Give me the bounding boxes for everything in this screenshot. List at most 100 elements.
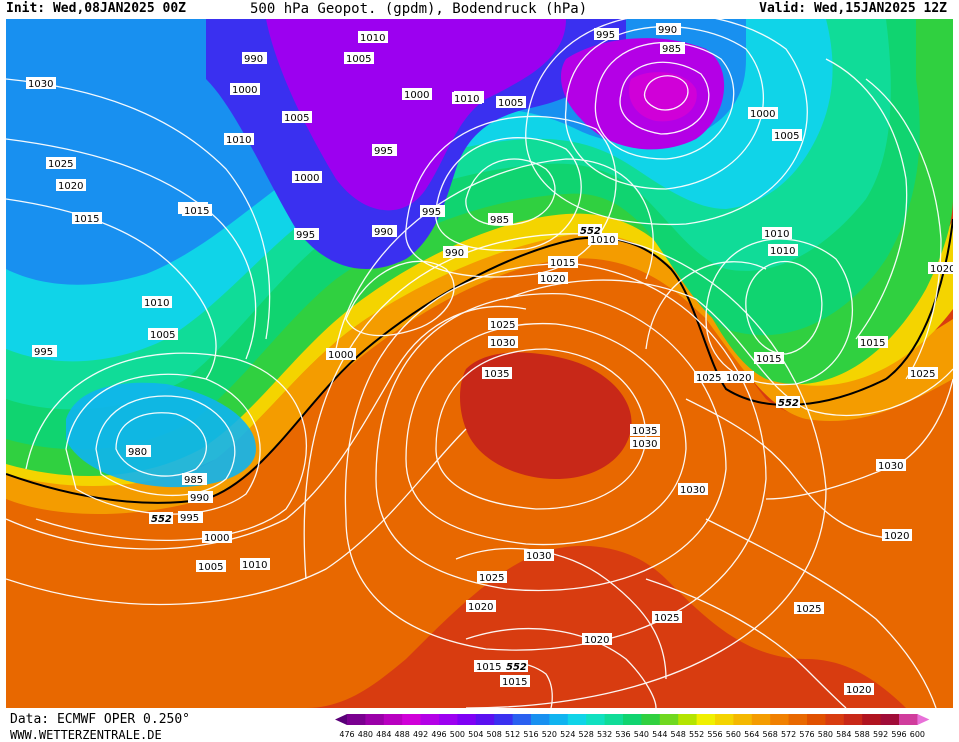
legend-swatch (807, 714, 826, 725)
legend-swatch (623, 714, 642, 725)
legend-tick-label: 544 (652, 730, 667, 739)
field-496 (266, 19, 566, 211)
svg-text:1030: 1030 (632, 439, 657, 450)
svg-text:1020: 1020 (884, 531, 909, 542)
legend-swatch (586, 714, 606, 725)
field-low-core (628, 72, 697, 122)
svg-text:1025: 1025 (490, 320, 515, 331)
svg-text:1035: 1035 (632, 426, 657, 437)
legend-tick-label: 580 (818, 730, 833, 739)
legend-swatch (641, 714, 661, 725)
svg-text:990: 990 (190, 493, 209, 504)
legend-swatch (659, 714, 679, 725)
svg-text:1020: 1020 (726, 373, 751, 384)
svg-text:1030: 1030 (878, 461, 903, 472)
svg-text:1010: 1010 (242, 560, 267, 571)
legend-tick-label: 520 (542, 730, 557, 739)
svg-text:1035: 1035 (484, 369, 509, 380)
svg-text:1010: 1010 (226, 135, 251, 146)
svg-text:1015: 1015 (756, 354, 781, 365)
geopotential-map: 1030 1025 1020 1015 1010 1005 995 990 10… (6, 19, 953, 708)
legend-tick-label: 556 (707, 730, 722, 739)
legend-swatch (365, 714, 385, 725)
legend-tick-label: 540 (634, 730, 649, 739)
svg-text:1030: 1030 (526, 551, 551, 562)
legend-swatch (825, 714, 845, 725)
legend-swatch (751, 714, 771, 725)
legend-swatch (899, 714, 918, 725)
svg-text:1025: 1025 (654, 613, 679, 624)
svg-text:990: 990 (445, 248, 464, 259)
svg-text:1015: 1015 (476, 662, 501, 673)
data-source-label: Data: ECMWF OPER 0.250° (10, 712, 191, 727)
legend-swatch (549, 714, 569, 725)
legend-swatch (770, 714, 790, 725)
legend-tick-label: 592 (873, 730, 888, 739)
legend-swatch (457, 714, 477, 725)
svg-text:1005: 1005 (284, 113, 309, 124)
pressure-labels: 1030 1025 1020 1015 1010 1005 995 990 10… (26, 23, 953, 696)
svg-text:980: 980 (128, 447, 147, 458)
svg-text:1010: 1010 (590, 235, 615, 246)
svg-text:1000: 1000 (232, 85, 257, 96)
svg-text:1010: 1010 (764, 229, 789, 240)
svg-text:990: 990 (244, 54, 263, 65)
map-header: Init: Wed,08JAN2025 00Z 500 hPa Geopot. … (0, 0, 959, 19)
svg-text:1005: 1005 (498, 98, 523, 109)
svg-text:1000: 1000 (750, 109, 775, 120)
contour-552-labels: 552 552 552 552 (149, 224, 800, 673)
svg-text:1005: 1005 (346, 54, 371, 65)
svg-text:995: 995 (422, 207, 441, 218)
svg-text:1010: 1010 (454, 94, 479, 105)
svg-text:1010: 1010 (144, 298, 169, 309)
color-scale-legend: 476 480 484 488 492 496 500 504 508 512 516 520 524 5… (335, 714, 930, 739)
svg-text:1005: 1005 (198, 562, 223, 573)
legend-swatch (512, 714, 532, 725)
svg-text:1015: 1015 (550, 258, 575, 269)
legend-tick-label: 504 (468, 730, 483, 739)
legend-swatches (335, 714, 930, 725)
svg-text:552: 552 (506, 662, 527, 673)
legend-tick-label: 512 (505, 730, 520, 739)
svg-text:1020: 1020 (846, 685, 871, 696)
legend-swatch (383, 714, 403, 725)
legend-swatch (788, 714, 808, 725)
init-time-label: Init: Wed,08JAN2025 00Z (6, 1, 187, 16)
map-title: 500 hPa Geopot. (gpdm), Bodendruck (hPa) (250, 1, 588, 17)
svg-text:995: 995 (374, 146, 393, 157)
svg-text:1005: 1005 (774, 131, 799, 142)
svg-text:995: 995 (34, 347, 53, 358)
svg-text:1030: 1030 (680, 485, 705, 496)
legend-swatch (696, 714, 716, 725)
legend-tick-label: 548 (671, 730, 686, 739)
svg-text:995: 995 (296, 230, 315, 241)
svg-text:985: 985 (662, 44, 681, 55)
legend-tick-label: 564 (744, 730, 759, 739)
field-588-core (460, 352, 632, 479)
svg-text:552: 552 (778, 398, 799, 409)
svg-text:1025: 1025 (696, 373, 721, 384)
legend-tick-label: 528 (579, 730, 594, 739)
svg-text:1020: 1020 (58, 181, 83, 192)
svg-text:990: 990 (658, 25, 677, 36)
legend-tick-label: 588 (855, 730, 870, 739)
svg-text:1020: 1020 (540, 274, 565, 285)
legend-swatch (531, 714, 550, 725)
legend-swatch (733, 714, 753, 725)
svg-text:552: 552 (580, 226, 601, 237)
svg-text:995: 995 (180, 513, 199, 524)
legend-tick-label: 576 (799, 730, 814, 739)
legend-tick-label: 492 (413, 730, 428, 739)
legend-swatch (678, 714, 698, 725)
svg-text:1015: 1015 (860, 338, 885, 349)
svg-text:985: 985 (184, 475, 203, 486)
legend-swatch (862, 714, 882, 725)
svg-text:1025: 1025 (48, 159, 73, 170)
legend-ticks: 476 480 484 488 492 496 500 504 508 512 516 520 524 5… (339, 730, 925, 739)
svg-text:1025: 1025 (479, 573, 504, 584)
legend-tick-label: 488 (395, 730, 410, 739)
svg-text:1030: 1030 (490, 338, 515, 349)
field-low-atlantic (66, 382, 256, 488)
website-link[interactable]: WWW.WETTERZENTRALE.DE (10, 728, 162, 742)
